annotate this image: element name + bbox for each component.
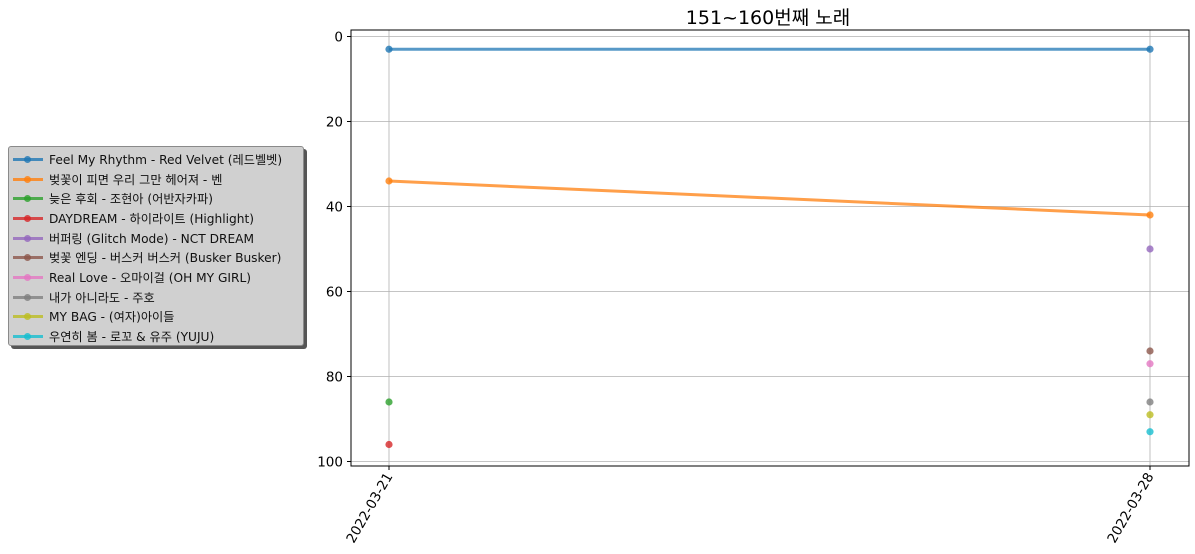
legend-swatch (11, 212, 45, 224)
series-point-6-0 (1146, 360, 1154, 368)
legend-item: MY BAG - (여자)아이들 (9, 307, 303, 327)
legend-swatch (11, 330, 45, 342)
y-tick-label: 40 (326, 200, 343, 216)
legend-swatch (11, 192, 45, 204)
legend-item: Feel My Rhythm - Red Velvet (레드벨벳) (9, 149, 303, 169)
y-tick-label: 100 (317, 455, 343, 471)
series-point-2-0 (385, 398, 393, 406)
legend-swatch (11, 271, 45, 283)
chart-title: 151~160번째 노래 (686, 7, 850, 29)
legend-label: 벚꽃이 피면 우리 그만 헤어져 - 벤 (49, 172, 223, 187)
x-tick-label: 2022-03-28 (1104, 470, 1157, 546)
legend-item: 벚꽃이 피면 우리 그만 헤어져 - 벤 (9, 169, 303, 189)
legend-item: 버퍼링 (Glitch Mode) - NCT DREAM (9, 228, 303, 248)
legend-label: 벚꽃 엔딩 - 버스커 버스커 (Busker Busker) (49, 251, 282, 266)
legend-label: 늦은 후회 - 조현아 (어반자카파) (49, 192, 213, 207)
y-tick-label: 0 (334, 30, 343, 46)
legend-label: Feel My Rhythm - Red Velvet (레드벨벳) (49, 152, 283, 167)
series-point-8-0 (1146, 411, 1154, 419)
legend-swatch (11, 251, 45, 263)
series-layer (385, 45, 1154, 449)
legend-item: 우연히 봄 - 로꼬 & 유주 (YUJU) (9, 326, 303, 346)
plot-area (350, 29, 1190, 467)
legend-label: Real Love - 오마이걸 (OH MY GIRL) (49, 270, 252, 285)
series-point-7-0 (1146, 398, 1154, 406)
grid-lines (351, 30, 1189, 466)
legend-label: MY BAG - (여자)아이들 (49, 310, 175, 325)
y-tick-label: 60 (326, 285, 343, 301)
y-tick-label: 20 (326, 115, 343, 131)
legend-swatch (11, 291, 45, 303)
y-axis: 0 20 40 60 80 100 (317, 30, 351, 471)
series-point-4-0 (1146, 245, 1154, 253)
legend-label: 내가 아니라도 - 주호 (49, 290, 155, 305)
chart-legend: Feel My Rhythm - Red Velvet (레드벨벳) 벚꽃이 피면… (8, 146, 304, 346)
legend-swatch (11, 153, 45, 165)
legend-swatch (11, 310, 45, 322)
series-point-0-1 (1146, 45, 1154, 53)
series-point-1-0 (385, 177, 393, 185)
legend-item: 늦은 후회 - 조현아 (어반자카파) (9, 188, 303, 208)
legend-label: DAYDREAM - 하이라이트 (Highlight) (49, 211, 255, 226)
legend-label: 우연히 봄 - 로꼬 & 유주 (YUJU) (49, 330, 215, 345)
series-line-1 (388, 179, 1151, 217)
x-axis: 2022-03-21 2022-03-28 (343, 466, 1157, 546)
series-point-3-0 (385, 440, 393, 449)
x-tick-label: 2022-03-21 (343, 470, 396, 546)
legend-item: 내가 아니라도 - 주호 (9, 287, 303, 307)
legend-item: Real Love - 오마이걸 (OH MY GIRL) (9, 267, 303, 287)
y-tick-label: 80 (326, 370, 343, 386)
series-point-0-0 (385, 45, 393, 53)
legend-label: 버퍼링 (Glitch Mode) - NCT DREAM (49, 231, 255, 246)
series-point-1-1 (1146, 211, 1154, 219)
legend-swatch (11, 232, 45, 244)
series-point-5-0 (1146, 347, 1154, 355)
legend-item: DAYDREAM - 하이라이트 (Highlight) (9, 208, 303, 228)
legend-swatch (11, 173, 45, 185)
legend-item: 벚꽃 엔딩 - 버스커 버스커 (Busker Busker) (9, 247, 303, 267)
series-point-9-0 (1146, 428, 1154, 436)
